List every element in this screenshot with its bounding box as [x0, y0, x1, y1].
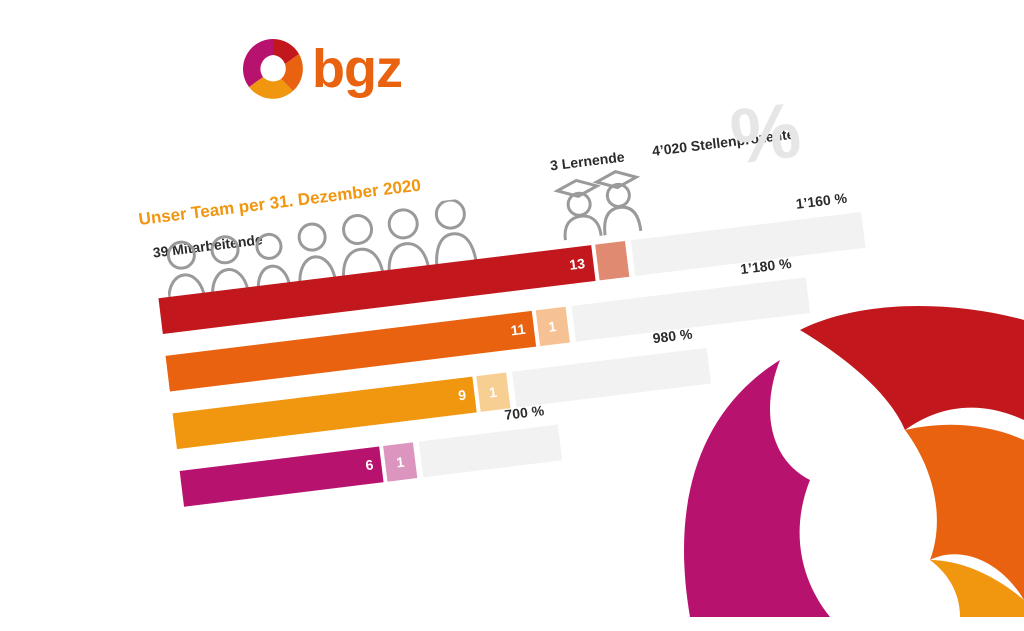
- people-icon: [166, 198, 479, 305]
- bar-count-label: 13: [568, 255, 586, 273]
- percent-bar: 980 %: [511, 326, 711, 408]
- percent-icon: %: [725, 85, 806, 181]
- apprentice-bar: 1: [383, 442, 418, 482]
- percent-label: 1’160 %: [794, 189, 848, 212]
- bar-area: Geschäftsstelle 13 1’160 % Hauswarte 11 1 1’18…: [0, 0, 989, 530]
- apprentice-bar: 1: [535, 306, 570, 347]
- bar-count-label: 6: [364, 456, 375, 474]
- percent-label: 700 %: [503, 402, 545, 423]
- percent-label: 980 %: [651, 325, 694, 347]
- bar-category-label: Maler: [188, 509, 228, 531]
- bar-count-label: 9: [457, 386, 467, 404]
- swirl-icon: [684, 306, 1024, 617]
- apprentice-bar: [594, 241, 629, 281]
- graduate-icon: [553, 170, 643, 241]
- percent-bar: 700 %: [418, 402, 563, 478]
- bar-gärtner: Gärtner 9: [172, 376, 477, 472]
- logo-text: bgz: [312, 39, 403, 99]
- bgz-logo-icon: [243, 38, 303, 99]
- bgz-logo: bgz: [240, 36, 403, 102]
- bar-count-label: 11: [509, 320, 527, 339]
